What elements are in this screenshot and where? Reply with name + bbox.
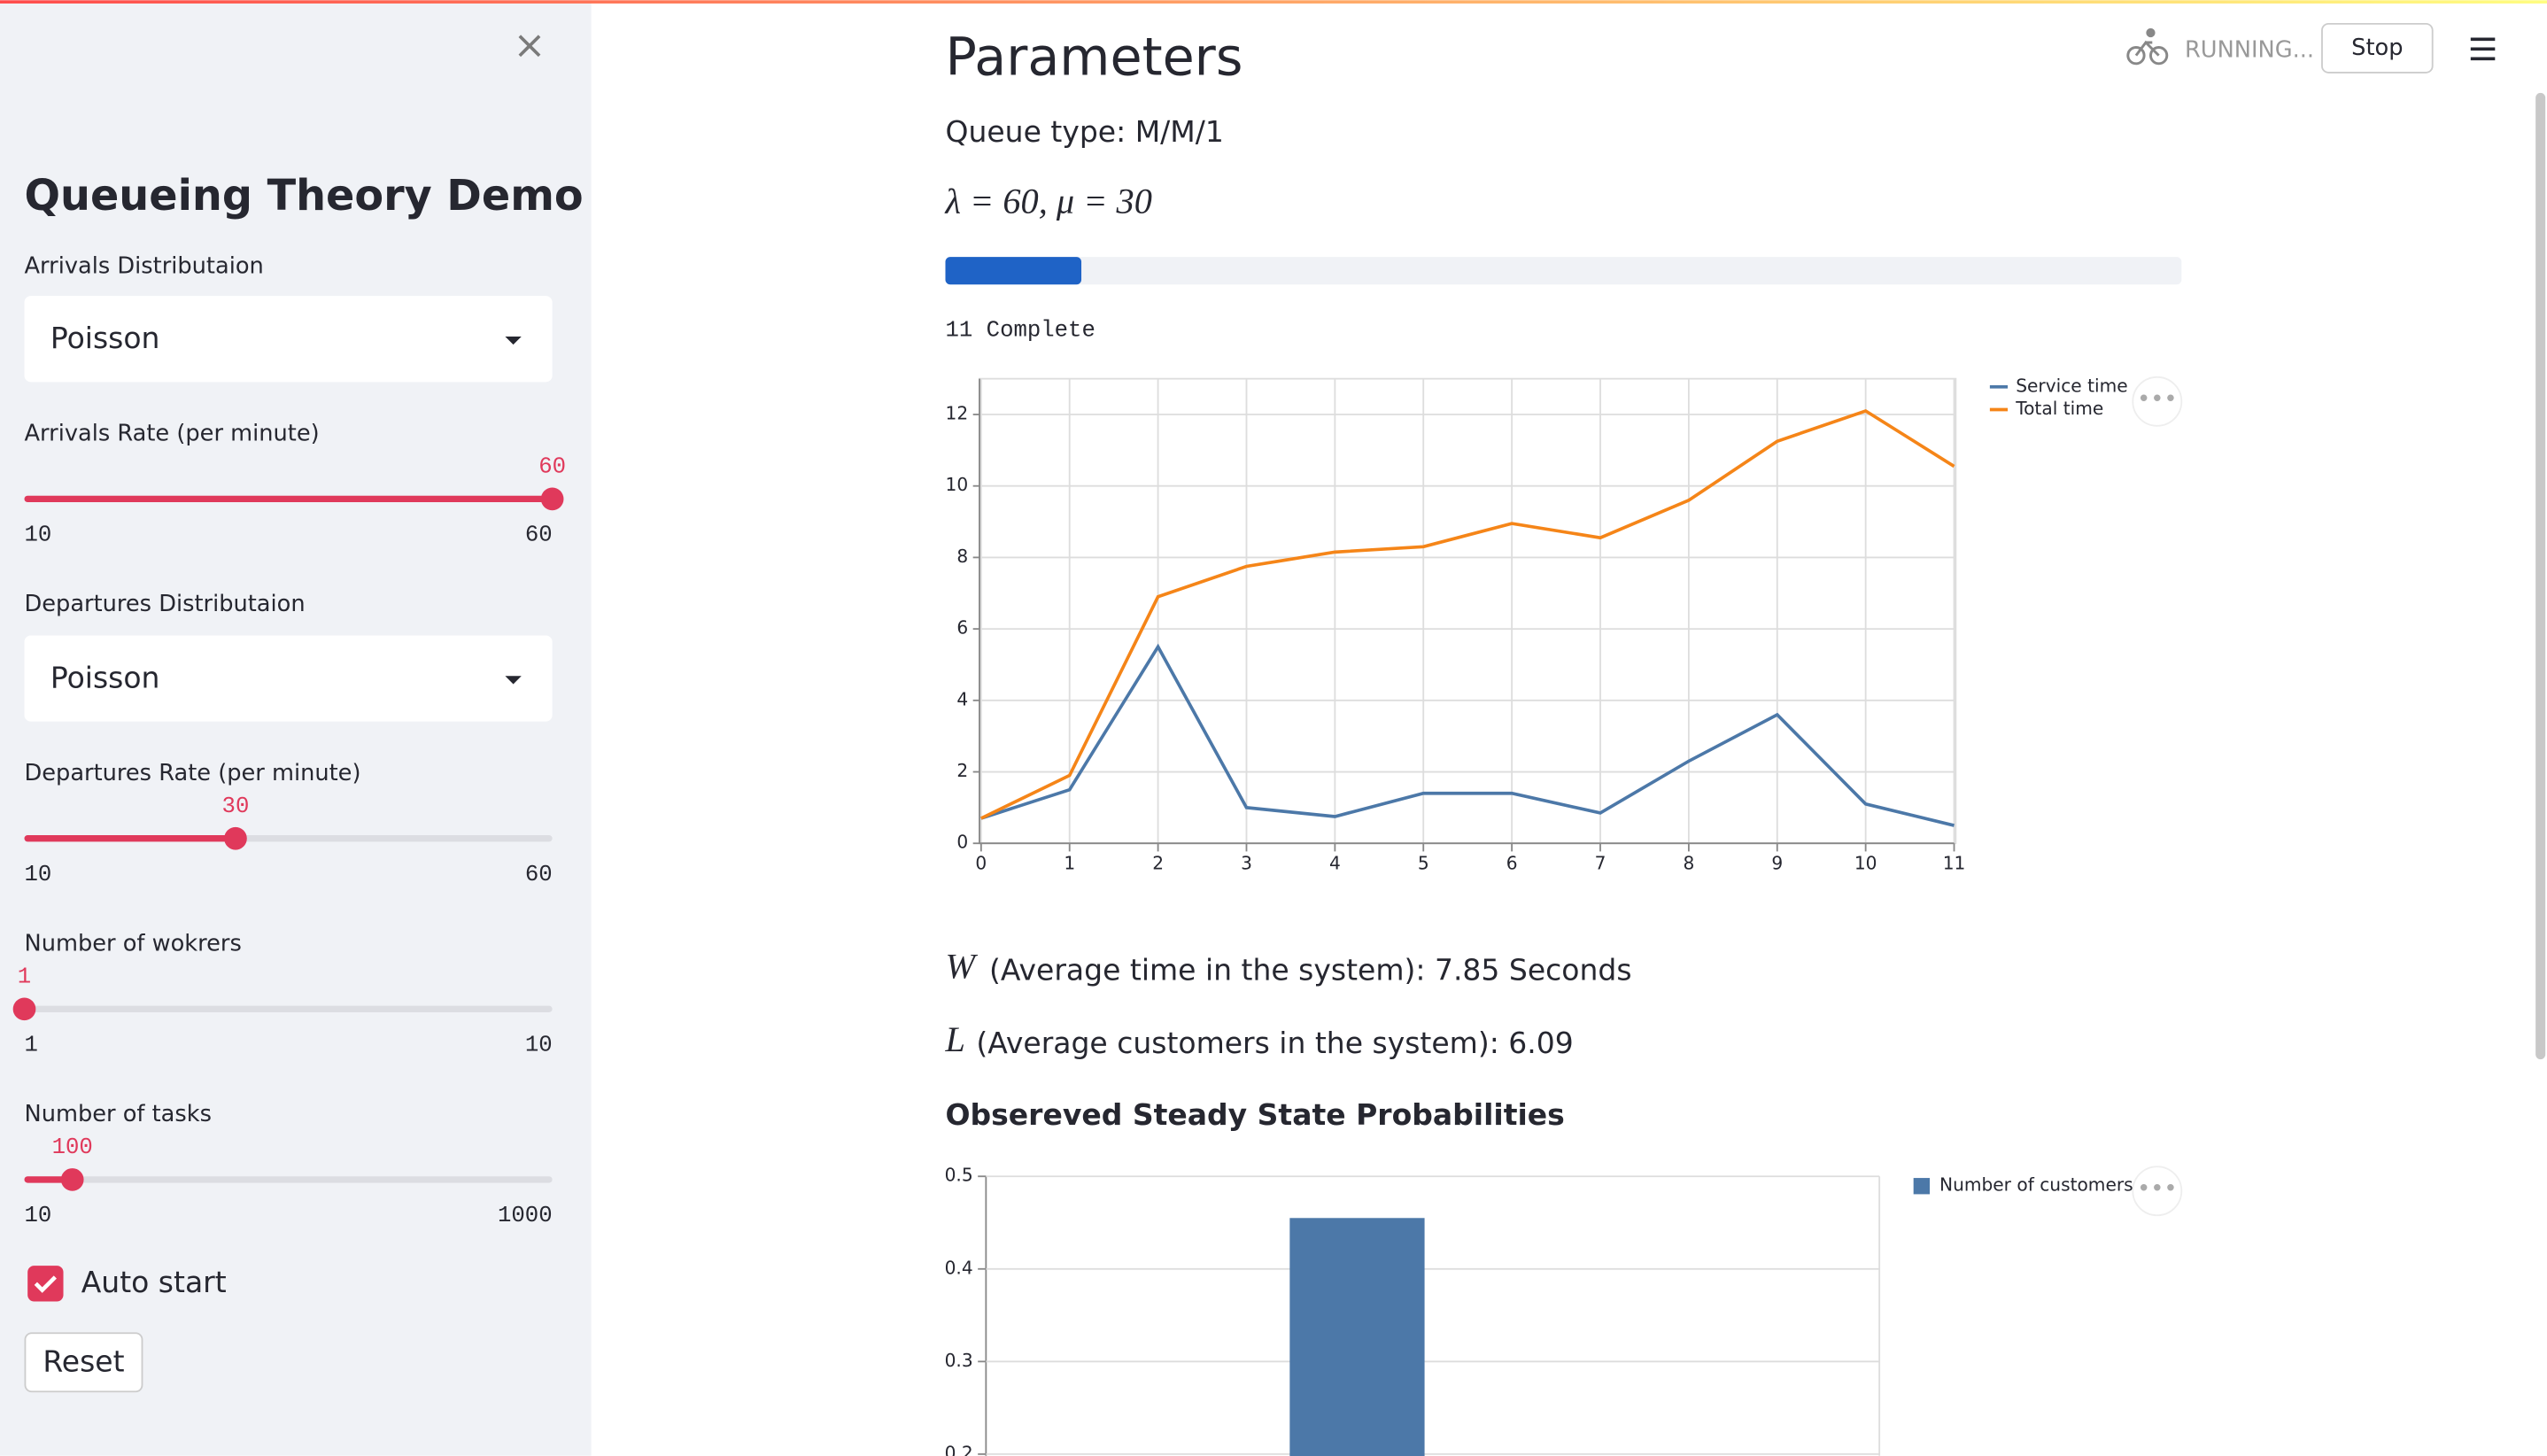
y-tick-label: 10	[946, 474, 969, 495]
chart-menu[interactable]: •••	[2132, 1166, 2183, 1217]
slider-label: Arrivals Rate (per minute)	[25, 421, 320, 447]
line	[980, 408, 1955, 820]
status: RUNNING...	[2185, 37, 2314, 64]
x-tick-label: 5	[1418, 853, 1429, 874]
slider-value: 100	[52, 1135, 93, 1160]
x-tick-label: 10	[1854, 853, 1877, 874]
slider-max: 10	[525, 1032, 553, 1057]
l-symbol: L	[944, 1019, 964, 1059]
scrollbar[interactable]	[2535, 92, 2546, 1060]
x-tick-label: 9	[1771, 853, 1783, 874]
progress-track	[945, 257, 2182, 285]
bike-icon	[2126, 27, 2169, 66]
slider-fill	[24, 495, 553, 503]
y-tick-label: 0.3	[945, 1350, 973, 1371]
section-heading: Obsereved Steady State Probabilities	[945, 1097, 1564, 1132]
x-tick-label: 6	[1506, 853, 1518, 874]
select-value: Poisson	[50, 321, 160, 355]
progress-fill	[945, 257, 1082, 285]
slider-max: 1000	[498, 1203, 553, 1228]
select-caret	[505, 676, 522, 685]
y-tick-label: 12	[946, 403, 969, 424]
chart-menu[interactable]: •••	[2132, 376, 2183, 427]
close-sidebar[interactable]: ×	[513, 22, 546, 67]
l-text: (Average customers in the system): 6.09	[976, 1026, 1573, 1060]
bar	[1289, 1218, 1425, 1456]
slider-track	[24, 1176, 553, 1183]
checkmark	[34, 1275, 57, 1293]
x-tick-label: 4	[1329, 853, 1341, 874]
slider-max: 60	[525, 523, 553, 548]
select-box[interactable]	[24, 296, 553, 383]
x-tick-label: 7	[1595, 853, 1606, 874]
slider-track	[24, 1005, 553, 1012]
slider-fill	[24, 1176, 73, 1183]
slider-min: 1	[25, 1032, 38, 1057]
x-tick-label: 8	[1683, 853, 1694, 874]
slider-min: 10	[25, 1203, 52, 1228]
slider-max: 60	[525, 862, 553, 887]
slider-value: 30	[222, 794, 250, 819]
y-tick-label: 2	[956, 760, 968, 781]
sidebar	[0, 0, 592, 1456]
svg-text:•••: •••	[2137, 1175, 2177, 1202]
x-tick-label: 11	[1943, 853, 1966, 874]
slider-thumb[interactable]	[224, 826, 247, 850]
legend-swatch	[1913, 1178, 1931, 1195]
x-tick-label: 2	[1152, 853, 1164, 874]
x-tick-label: 1	[1064, 853, 1075, 874]
y-tick-label: 8	[956, 546, 968, 567]
slider-value: 1	[18, 964, 31, 989]
select-caret	[505, 336, 522, 345]
slider-thumb[interactable]	[540, 487, 564, 511]
y-tick-label: 0.5	[945, 1165, 973, 1186]
slider-value: 60	[538, 453, 566, 479]
slider-thumb[interactable]	[12, 997, 36, 1021]
select-value: Poisson	[50, 660, 160, 694]
x-tick-label: 0	[975, 853, 987, 874]
slider-label: Departures Rate (per minute)	[25, 760, 361, 786]
slider-label: Number of wokrers	[25, 930, 242, 956]
stop-button[interactable]	[2321, 22, 2434, 74]
w-text: (Average time in the system): 7.85 Secon…	[989, 953, 1632, 987]
menu-button[interactable]	[2470, 37, 2496, 61]
svg-text:•••: •••	[2137, 386, 2177, 413]
w-symbol: W	[945, 947, 978, 987]
formula: λ = 60, μ = 30	[944, 182, 1151, 221]
sidebar-title: Queueing Theory Demo	[25, 172, 584, 221]
y-tick-label: 6	[956, 617, 968, 639]
reset-button[interactable]	[24, 1332, 143, 1393]
slider-min: 10	[25, 523, 52, 548]
progress-text: 11 Complete	[945, 317, 1095, 343]
x-tick-label: 3	[1241, 853, 1252, 874]
legend-label: Service time	[2016, 375, 2127, 396]
y-tick-label: 4	[956, 688, 968, 709]
y-tick-label: 0	[956, 832, 968, 853]
line	[980, 643, 1955, 827]
reset-label: Reset	[43, 1344, 124, 1379]
y-tick-label: 0.2	[945, 1442, 973, 1456]
slider-fill	[24, 835, 236, 842]
slider-label: Number of tasks	[25, 1101, 212, 1127]
select-label: Departures Distributaion	[25, 591, 306, 617]
y-tick-label: 0.4	[945, 1257, 973, 1278]
slider-thumb[interactable]	[60, 1168, 84, 1191]
plot-area	[979, 377, 1957, 845]
stop-label: Stop	[2351, 35, 2403, 61]
top-decoration	[0, 0, 2547, 4]
slider-min: 10	[25, 862, 52, 887]
checkbox-label: Auto start	[81, 1265, 227, 1299]
select-label: Arrivals Distributaion	[25, 253, 264, 280]
main-title: Parameters	[945, 27, 1243, 87]
legend-label: Number of customers	[1939, 1174, 2133, 1196]
select-box[interactable]	[24, 635, 553, 722]
legend-label: Total time	[2015, 398, 2103, 419]
checkbox[interactable]	[27, 1266, 64, 1302]
queue-type: Queue type: M/M/1	[945, 114, 1223, 149]
